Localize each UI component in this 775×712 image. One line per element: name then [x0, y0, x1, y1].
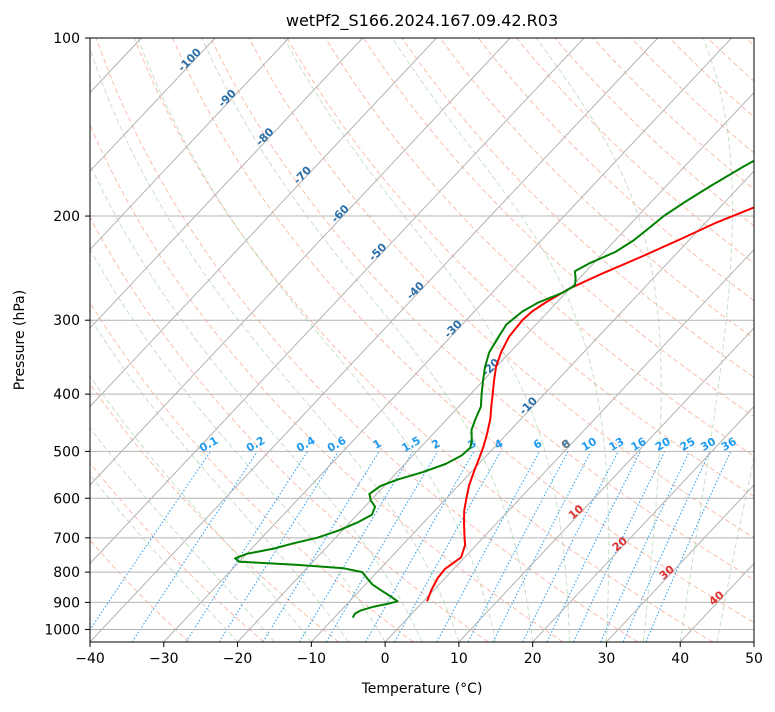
isotherm-line	[90, 38, 658, 642]
chart-title: wetPf2_S166.2024.167.09.42.R03	[286, 11, 558, 31]
mixing-ratio-line	[646, 451, 731, 642]
y-tick-label: 500	[53, 444, 80, 460]
moist-adiabat-line	[138, 38, 496, 642]
sounding-profiles	[235, 38, 775, 618]
isotherm-line	[0, 38, 68, 642]
dry-adiabat-line	[287, 38, 775, 642]
moist-adiabat-line	[0, 38, 274, 642]
moist-adiabat-label: 40	[707, 588, 727, 608]
dry-adiabat-label: -80	[253, 125, 276, 148]
isotherm-line	[533, 38, 775, 642]
y-tick-label: 700	[53, 531, 80, 547]
x-tick-label: 10	[450, 651, 468, 667]
isotherm-line	[754, 38, 775, 642]
background-lines	[0, 38, 775, 642]
dry-adiabat-line	[555, 38, 775, 642]
x-tick-label: −40	[75, 651, 105, 667]
mixing-ratio-line	[366, 451, 474, 642]
moist-adiabat-line	[717, 38, 775, 642]
dry-adiabat-labels: -100-90-80-70-60-50-40-30-20-100	[175, 45, 573, 451]
x-axis-ticks: −40 −30 −20 −10 0 10 20 30 40 50	[75, 642, 763, 667]
isotherm-line	[0, 38, 289, 642]
isotherm-line	[0, 38, 215, 642]
dry-adiabat-line	[211, 38, 775, 642]
x-axis-label: Temperature (°C)	[361, 681, 483, 697]
dry-adiabat-line	[0, 38, 264, 642]
x-tick-label: 20	[524, 651, 542, 667]
moist-adiabat-line	[754, 38, 775, 642]
dry-adiabat-label: -90	[216, 87, 239, 110]
y-axis-label: Pressure (hPa)	[12, 290, 28, 390]
x-tick-label: −30	[149, 651, 179, 667]
dry-adiabat-line	[631, 38, 775, 642]
dry-adiabat-label: -70	[291, 163, 314, 186]
dewpoint-profile	[235, 38, 775, 618]
moist-adiabat-label: 30	[657, 562, 677, 582]
dry-adiabat-label: -60	[329, 202, 352, 225]
isotherm-line	[16, 38, 584, 642]
y-tick-label: 200	[53, 209, 80, 225]
dry-adiabat-label: -10	[517, 394, 540, 417]
x-tick-label: 30	[598, 651, 616, 667]
isotherm-line	[385, 38, 775, 642]
y-tick-label: 800	[53, 565, 80, 581]
y-tick-label: 400	[53, 387, 80, 403]
dry-adiabat-line	[402, 38, 775, 642]
mixing-ratio-line	[186, 451, 308, 642]
x-tick-label: −20	[223, 651, 253, 667]
dry-adiabat-line	[478, 38, 775, 642]
dry-adiabat-line	[746, 38, 775, 642]
x-tick-label: 0	[381, 651, 390, 667]
y-tick-label: 900	[53, 595, 80, 611]
y-tick-label: 1000	[44, 622, 80, 638]
y-tick-label: 300	[53, 313, 80, 329]
isotherm-line	[311, 38, 775, 642]
dry-adiabat-label: -30	[442, 317, 465, 340]
moist-adiabat-line	[680, 38, 732, 642]
x-tick-label: 50	[745, 651, 763, 667]
x-tick-label: 40	[671, 651, 689, 667]
plot-frame	[90, 38, 754, 642]
y-tick-label: 600	[53, 491, 80, 507]
mixing-ratio-label: 2	[429, 437, 442, 452]
moist-adiabat-line	[0, 38, 348, 642]
dry-adiabat-line	[0, 38, 339, 642]
moist-adiabat-label: 20	[610, 534, 630, 554]
isotherm-line	[0, 38, 363, 642]
isotherm-line	[606, 38, 775, 642]
dry-adiabat-label: -40	[404, 279, 427, 302]
y-axis-ticks: 100 200 300 400 500 600 700 800 900 1000	[44, 31, 90, 638]
mixing-ratio-line	[437, 451, 540, 642]
moist-adiabat-line	[202, 38, 533, 642]
mixing-ratio-line	[468, 451, 568, 642]
temperature-profile	[427, 38, 775, 601]
x-tick-label: −10	[297, 651, 327, 667]
dry-adiabat-line	[708, 38, 775, 642]
dry-adiabat-line	[0, 38, 189, 642]
dry-adiabat-label: -50	[366, 240, 389, 263]
dry-adiabat-label: -100	[175, 45, 204, 74]
moist-adiabat-line	[284, 38, 569, 642]
mixing-ratio-line	[493, 451, 591, 642]
moist-adiabat-line	[0, 38, 238, 642]
mixing-ratio-line	[395, 451, 501, 642]
mixing-ratio-label: 4	[492, 437, 505, 452]
dry-adiabat-line	[325, 38, 775, 642]
dry-adiabat-line	[440, 38, 775, 642]
y-tick-label: 100	[53, 31, 80, 47]
